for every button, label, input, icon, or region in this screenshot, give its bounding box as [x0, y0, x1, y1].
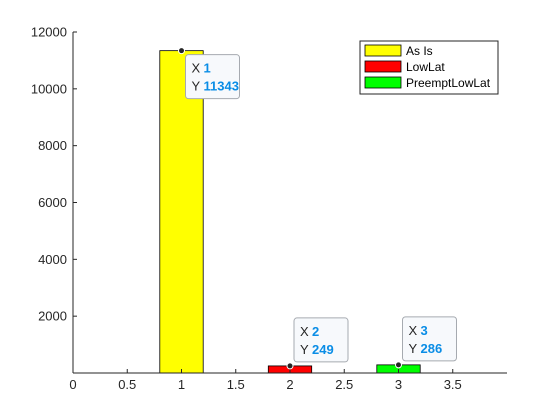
datatip-marker-0[interactable]	[178, 47, 185, 55]
datatip-box	[402, 316, 457, 362]
legend-swatch-1	[364, 60, 402, 73]
datatip-marker-1[interactable]	[286, 362, 294, 370]
datatip-y-key: Y	[300, 342, 309, 357]
datatip-x-value: 3	[421, 323, 428, 338]
datatip-y-key: Y	[192, 79, 201, 94]
datatip-y-key: Y	[409, 341, 418, 356]
y-tick-label: 2000	[38, 309, 67, 324]
y-tick-label: 12000	[31, 25, 67, 40]
x-tick-label: 1	[178, 377, 185, 392]
datatip-0[interactable]: X 1Y 11343	[185, 54, 240, 100]
bar-0[interactable]	[159, 50, 204, 374]
datatip-x-key: X	[409, 323, 418, 338]
datatip-x-key: X	[192, 61, 201, 76]
legend-swatch-2	[364, 76, 402, 89]
y-tick-label: 4000	[38, 252, 67, 267]
datatip-y-value: 11343	[204, 79, 239, 94]
datatip-1[interactable]: X 2Y 249	[293, 317, 349, 363]
x-tick-label: 3	[395, 377, 402, 392]
datatip-box	[185, 54, 240, 100]
datatip-2[interactable]: X 3Y 286	[402, 316, 457, 362]
x-tick-label: 1.5	[227, 377, 245, 392]
datatip-x-value: 1	[204, 61, 211, 76]
datatip-x-value: 2	[312, 324, 319, 339]
datatip-marker-2[interactable]	[395, 361, 402, 369]
legend-label-0: As Is	[406, 44, 433, 58]
legend[interactable]: As Is LowLat PreemptLowLat	[359, 40, 499, 95]
x-tick-label: 0	[69, 377, 76, 392]
datatip-x-key: X	[300, 324, 309, 339]
legend-label-1: LowLat	[406, 60, 445, 74]
x-tick-label: 3.5	[444, 377, 462, 392]
legend-label-2: PreemptLowLat	[406, 76, 491, 90]
y-tick-label: 6000	[38, 195, 67, 210]
datatip-y-value: 249	[312, 342, 334, 357]
datatip-box	[293, 317, 349, 363]
x-tick-label: 0.5	[118, 377, 136, 392]
ticks-group: 0 0.5 1 1.5 2 2.5 3 3.5 2000 4000 6000 8000 10000 120…	[31, 25, 462, 393]
y-tick-label: 8000	[38, 138, 67, 153]
datatip-y-value: 286	[421, 341, 443, 356]
legend-swatch-0	[364, 44, 402, 57]
y-tick-label: 10000	[31, 81, 67, 96]
x-tick-label: 2	[286, 377, 293, 392]
x-tick-label: 2.5	[335, 377, 353, 392]
